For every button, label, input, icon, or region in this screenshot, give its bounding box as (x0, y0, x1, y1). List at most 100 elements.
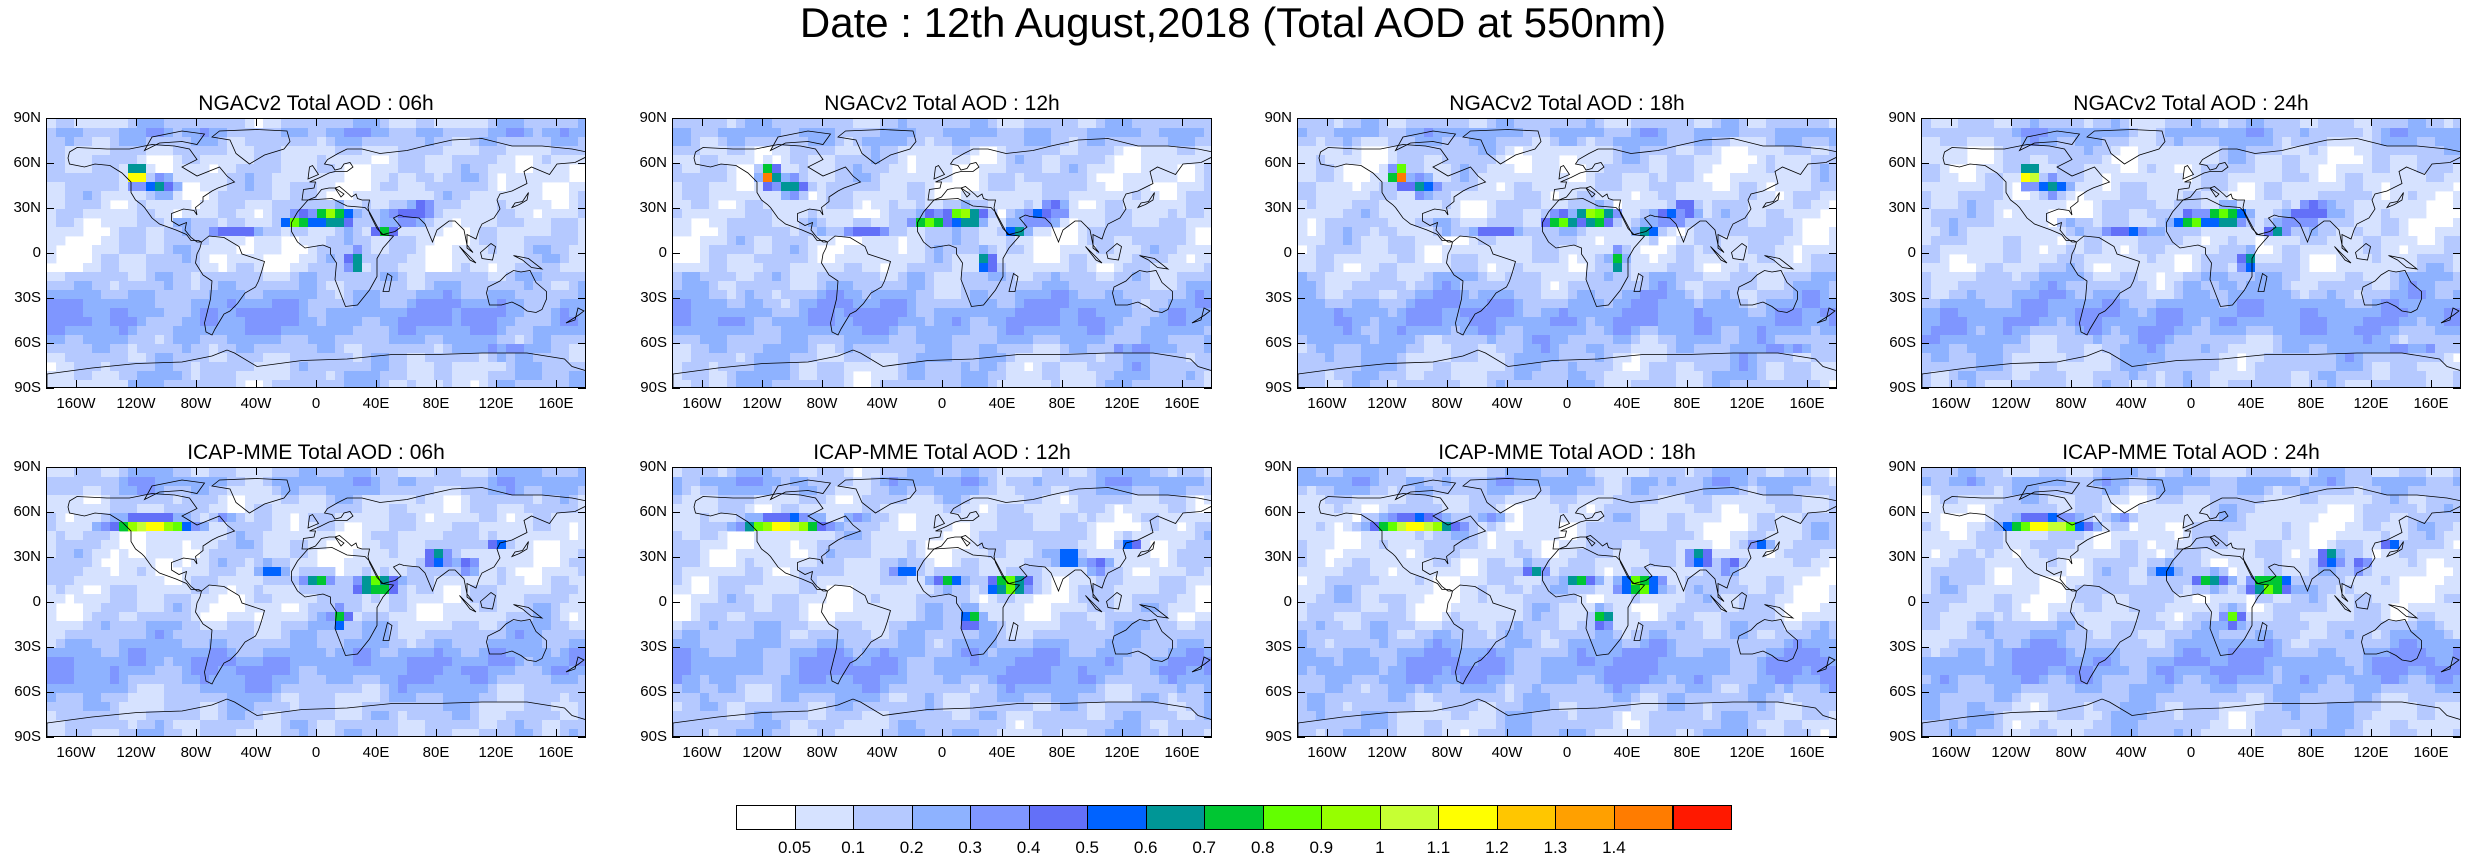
aod-cell (110, 227, 119, 236)
aod-cell (1550, 173, 1559, 182)
aod-cell (47, 119, 56, 128)
latitude-label: 30S (627, 290, 667, 306)
aod-cell (1550, 155, 1559, 164)
aod-cell (970, 272, 979, 281)
aod-cell (1766, 335, 1775, 344)
aod-cell (1793, 326, 1802, 335)
aod-cell (754, 236, 763, 245)
latitude-tick (578, 253, 586, 254)
aod-cell (1424, 263, 1433, 272)
aod-cell (772, 308, 781, 317)
aod-cell (1388, 290, 1397, 299)
aod-cell (1406, 200, 1415, 209)
aod-cell (682, 335, 691, 344)
aod-cell (578, 299, 586, 308)
aod-cell (164, 317, 173, 326)
aod-cell (871, 371, 880, 380)
aod-cell (1604, 308, 1613, 317)
aod-cell (1514, 245, 1523, 254)
aod-cell (1739, 263, 1748, 272)
aod-cell (1766, 218, 1775, 227)
aod-cell (1721, 263, 1730, 272)
aod-cell (218, 128, 227, 137)
aod-cell (799, 173, 808, 182)
aod-cell (1586, 317, 1595, 326)
aod-cell (1784, 119, 1793, 128)
aod-cell (308, 344, 317, 353)
aod-cell (1033, 263, 1042, 272)
aod-cell (1069, 254, 1078, 263)
aod-cell (245, 272, 254, 281)
aod-cell (970, 119, 979, 128)
aod-cell (1559, 254, 1568, 263)
aod-cell (155, 119, 164, 128)
aod-cell (1159, 371, 1168, 380)
aod-cell (1406, 344, 1415, 353)
aod-cell (470, 236, 479, 245)
aod-cell (209, 245, 218, 254)
aod-cell (1640, 173, 1649, 182)
aod-cell (1388, 344, 1397, 353)
aod-cell (74, 353, 83, 362)
aod-cell (506, 146, 515, 155)
aod-cell (65, 362, 74, 371)
aod-cell (1685, 200, 1694, 209)
aod-cell (263, 281, 272, 290)
aod-cell (245, 344, 254, 353)
aod-cell (254, 191, 263, 200)
aod-cell (569, 200, 578, 209)
aod-cell (808, 263, 817, 272)
aod-cell (173, 182, 182, 191)
aod-cell (119, 209, 128, 218)
aod-cell (1033, 281, 1042, 290)
aod-cell (1307, 173, 1316, 182)
aod-cell (1676, 344, 1685, 353)
aod-cell (1613, 263, 1622, 272)
aod-cell (799, 308, 808, 317)
aod-cell (119, 317, 128, 326)
aod-cell (1460, 146, 1469, 155)
aod-cell (1577, 308, 1586, 317)
aod-cell (146, 191, 155, 200)
aod-cell (155, 326, 164, 335)
aod-cell (1316, 281, 1325, 290)
aod-cell (1793, 119, 1802, 128)
aod-cell (191, 362, 200, 371)
aod-cell (1397, 236, 1406, 245)
aod-cell (754, 128, 763, 137)
aod-cell (425, 380, 434, 388)
aod-cell (119, 254, 128, 263)
aod-cell (745, 254, 754, 263)
aod-cell (1559, 299, 1568, 308)
aod-cell (227, 299, 236, 308)
aod-cell (1033, 164, 1042, 173)
aod-cell (1352, 245, 1361, 254)
aod-cell (416, 254, 425, 263)
aod-cell (272, 281, 281, 290)
aod-cell (808, 371, 817, 380)
aod-cell (1433, 191, 1442, 200)
latitude-label: 30N (627, 200, 667, 216)
aod-cell (1141, 335, 1150, 344)
aod-cell (110, 272, 119, 281)
aod-cell (1150, 227, 1159, 236)
aod-cell (1685, 308, 1694, 317)
aod-cell (1370, 128, 1379, 137)
aod-cell (407, 164, 416, 173)
longitude-tick (256, 118, 257, 126)
aod-cell (1343, 245, 1352, 254)
aod-cell (524, 128, 533, 137)
aod-cell (1186, 182, 1195, 191)
aod-cell (1829, 137, 1837, 146)
aod-cell (1541, 272, 1550, 281)
aod-cell (326, 308, 335, 317)
aod-cell (353, 263, 362, 272)
aod-cell (988, 191, 997, 200)
aod-cell (826, 335, 835, 344)
aod-cell (781, 326, 790, 335)
aod-cell (799, 299, 808, 308)
aod-cell (1415, 254, 1424, 263)
aod-cell (1685, 254, 1694, 263)
aod-cell (1550, 263, 1559, 272)
